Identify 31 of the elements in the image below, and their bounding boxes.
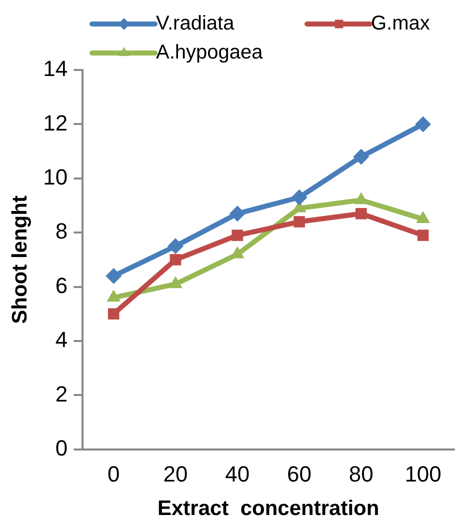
- point: [353, 148, 370, 165]
- y-axis-title: Shoot lenght: [8, 196, 32, 324]
- y-tick-label: 10: [43, 164, 68, 190]
- point: [232, 230, 244, 241]
- x-tick-label: 20: [163, 462, 188, 487]
- point: [108, 308, 120, 320]
- legend-label: V.radiata: [156, 12, 236, 35]
- point: [170, 254, 182, 266]
- x-tick-label: 80: [348, 462, 374, 487]
- point: [356, 208, 367, 220]
- x-tick-label: 0: [107, 462, 120, 487]
- point: [291, 189, 308, 206]
- point: [168, 238, 184, 254]
- x-tick-label: 60: [287, 462, 312, 487]
- legend-label: G.max: [371, 12, 430, 35]
- y-tick-label: 4: [55, 327, 68, 352]
- point: [415, 116, 432, 132]
- y-tick-label: 8: [55, 218, 68, 244]
- legend-label: A.hypogaea: [156, 42, 264, 64]
- y-tick-label: 14: [43, 56, 68, 82]
- point: [106, 268, 122, 284]
- point: [417, 230, 429, 241]
- point: [229, 206, 246, 222]
- y-tick-label: 6: [55, 272, 68, 298]
- y-tick-label: 2: [55, 381, 68, 406]
- y-tick-label: 0: [55, 435, 68, 460]
- x-tick-label: 100: [404, 462, 442, 487]
- point: [294, 216, 305, 228]
- x-tick-label: 40: [225, 462, 250, 487]
- x-axis-title: Extract concentration: [157, 497, 380, 520]
- y-tick-label: 12: [43, 110, 68, 136]
